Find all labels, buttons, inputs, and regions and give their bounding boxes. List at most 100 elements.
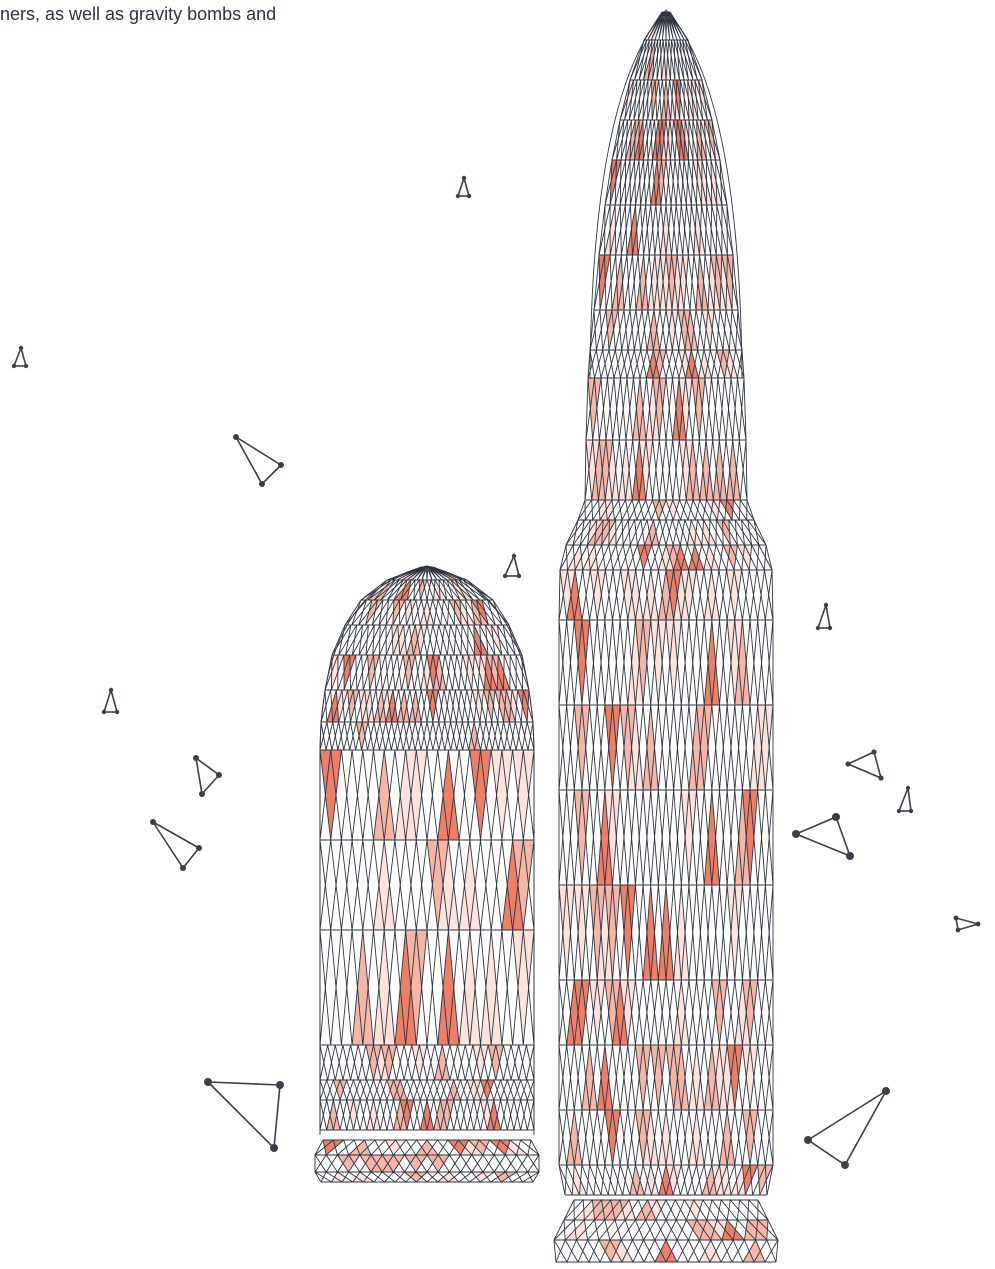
mesh-facet (643, 570, 659, 620)
mesh-zigzag (314, 1154, 540, 1173)
mesh-facet (574, 980, 590, 1045)
mesh-facet (696, 705, 712, 790)
mesh-facet (666, 620, 682, 705)
mesh-zigzag (351, 598, 503, 626)
mesh-facet (397, 690, 410, 722)
mesh-facet (713, 440, 727, 500)
mesh-zigzag (558, 789, 774, 886)
mesh-facet (658, 120, 666, 160)
mesh-facet (405, 930, 427, 1045)
mesh-facet (487, 1100, 501, 1130)
mesh-facet (653, 350, 666, 378)
mesh-zigzag (319, 929, 535, 1046)
mesh-edge (598, 204, 606, 256)
mesh-facet (734, 790, 751, 885)
mesh-zigzag (324, 689, 530, 723)
mesh-zigzag (585, 439, 747, 501)
mesh-facet (326, 1100, 341, 1130)
long-rifle-bullet-icon (553, 9, 779, 1263)
mesh-facet (420, 655, 434, 690)
mesh-facet (359, 1155, 383, 1172)
triangle-fragment-icon (804, 1087, 890, 1169)
mesh-facet (393, 1080, 407, 1100)
mesh-facet (373, 930, 395, 1045)
mesh-zigzag (598, 254, 734, 311)
mesh-zigzag (587, 377, 745, 441)
mesh-facet (480, 930, 502, 1045)
short-bullet-outline (319, 565, 535, 751)
mesh-zigzag (589, 349, 743, 379)
mesh-facet (757, 1165, 773, 1195)
mesh-facet (734, 620, 751, 705)
mesh-facet (666, 545, 681, 570)
mesh-facet (716, 1165, 731, 1195)
mesh-facet (666, 120, 674, 160)
mesh-edge (530, 1139, 540, 1156)
mesh-edge (508, 624, 523, 656)
mesh-facet (666, 500, 680, 520)
mesh-facet (468, 722, 481, 750)
mesh-facet (708, 255, 720, 310)
mesh-facet (382, 1155, 405, 1172)
mesh-zigzag (319, 1044, 535, 1081)
mesh-facet (581, 1045, 598, 1110)
mesh-edge (584, 439, 587, 501)
mesh-facet (415, 625, 427, 655)
mesh-facet (605, 440, 619, 500)
mesh-facet (618, 440, 633, 500)
mesh-facet (637, 545, 652, 570)
mesh-edge (687, 39, 703, 81)
mesh-facet (620, 570, 636, 620)
mesh-facet (720, 255, 732, 310)
mesh-facet (673, 885, 689, 980)
mesh-facet (582, 545, 598, 570)
mesh-facet (365, 1045, 382, 1080)
mesh-facet (589, 885, 605, 980)
triangle-fragments (11, 175, 981, 1169)
mesh-facet (385, 690, 398, 722)
mesh-facet (512, 750, 534, 840)
caption-text: ners, as well as gravity bombs and (0, 4, 277, 24)
mesh-edge (466, 579, 494, 601)
mesh-facet (719, 1110, 735, 1165)
mesh-zigzag (319, 1078, 535, 1102)
mesh-facet (704, 1045, 720, 1110)
mesh-facet (440, 1100, 454, 1130)
mesh-facet (648, 255, 660, 310)
mesh-facet (460, 1140, 483, 1155)
mesh-zigzag (593, 309, 739, 351)
short-bullet-icon (314, 565, 540, 1183)
mesh-edge (593, 254, 600, 311)
mesh-zigzag (331, 624, 523, 656)
mesh-zigzag (558, 704, 774, 791)
mesh-facet (610, 1200, 630, 1220)
mesh-edge (701, 79, 713, 121)
mesh-facet (646, 378, 660, 440)
triangle-fragment-icon (845, 749, 884, 781)
mesh-facet (626, 205, 639, 255)
mesh-facet (730, 1165, 746, 1195)
mesh-facet (685, 310, 698, 350)
mesh-zigzag (555, 1238, 777, 1263)
mesh-edge (331, 624, 346, 656)
mesh-facet (672, 378, 686, 440)
mesh-edge (771, 569, 774, 621)
mesh-facet (632, 440, 646, 500)
mesh-facet (566, 570, 582, 620)
mesh-facet (655, 1240, 677, 1262)
mesh-facet (722, 1220, 745, 1240)
mesh-edge (314, 1171, 322, 1183)
mesh-facet (666, 1045, 682, 1110)
mesh-facet (406, 625, 421, 655)
mesh-facet (333, 1080, 347, 1100)
mesh-facet (469, 750, 492, 840)
mesh-zigzag (572, 518, 760, 546)
mesh-facet (686, 1220, 707, 1240)
mesh-facet (346, 1100, 361, 1130)
mesh-facet (347, 690, 359, 722)
mesh-facet (658, 1165, 674, 1195)
mesh-edge (577, 499, 586, 521)
mesh-zigzag (585, 377, 747, 441)
mesh-facet (611, 1240, 633, 1262)
mesh-facet (627, 620, 644, 705)
